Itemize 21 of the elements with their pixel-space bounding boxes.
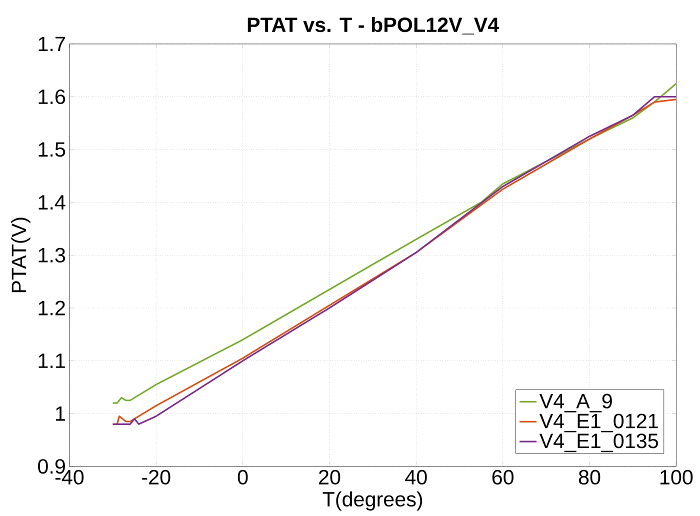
x-tick-label: 0: [238, 470, 248, 485]
x-tick-label: 80: [578, 470, 600, 485]
y-tick-label: 1.1: [38, 354, 65, 368]
x-tick-label: 20: [319, 470, 340, 485]
legend-label: V4_E1_0121: [539, 414, 658, 432]
y-tick-label: 1.3: [38, 248, 66, 262]
x-axis-title: T(degrees): [322, 491, 422, 511]
y-tick-label: 1: [56, 406, 65, 421]
legend-label: V4_E1_0135: [539, 434, 658, 452]
x-tick-label: 40: [405, 470, 427, 485]
x-tick-label: 60: [492, 470, 514, 485]
y-tick-label: 1.7: [38, 36, 65, 52]
y-axis-title: PTAT(V): [11, 218, 30, 292]
legend-label: V4_A_9: [539, 394, 612, 412]
x-tick-label: 100: [660, 470, 693, 485]
y-tick-label: 1.6: [38, 89, 66, 104]
x-tick-label: -20: [142, 470, 170, 485]
y-tick-label: 1.4: [38, 195, 66, 210]
chart-title: PTAT vs. T - bPOL12V_V4: [248, 16, 500, 34]
y-tick-label: 1.5: [38, 142, 66, 157]
y-tick-label: 1.2: [38, 300, 65, 316]
